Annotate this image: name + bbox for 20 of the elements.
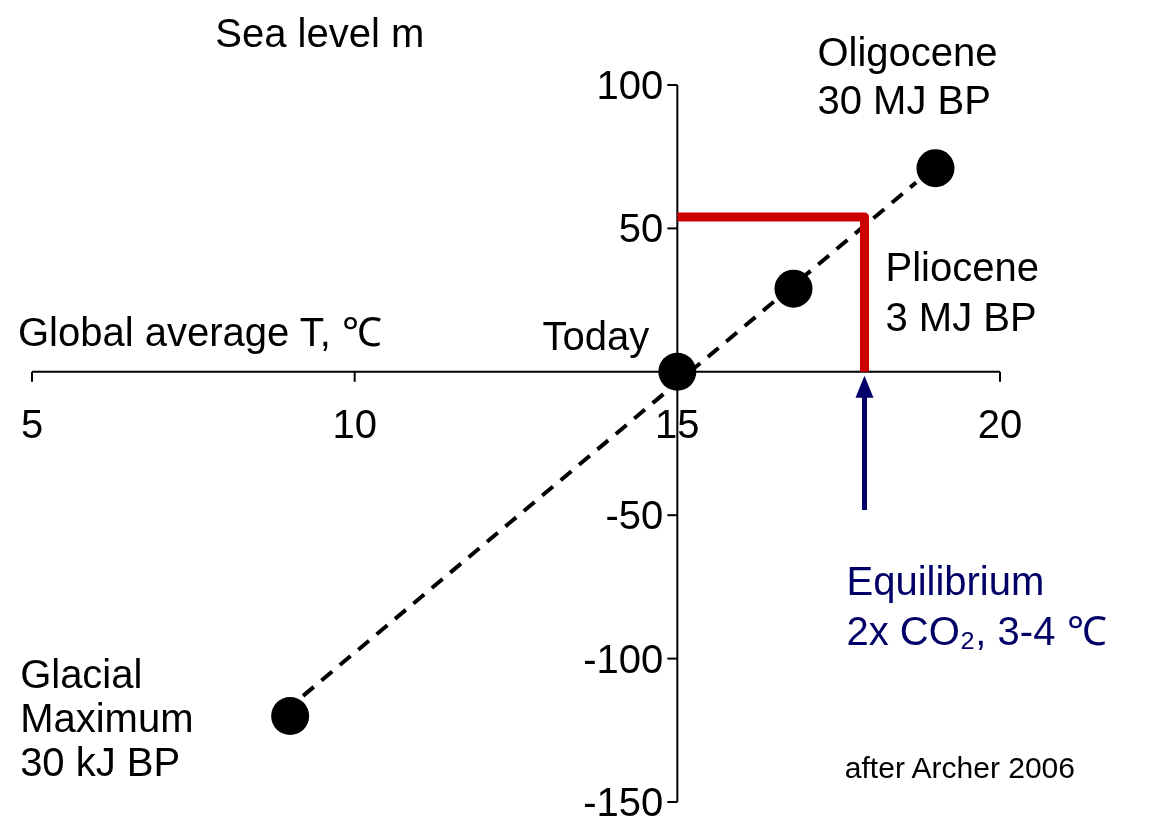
point	[658, 352, 697, 391]
annotation: after Archer 2006	[844, 751, 1075, 784]
annotation: Glacial Maximum 30 kJ BP	[20, 651, 194, 784]
annotation: Pliocene 3 MJ BP	[885, 244, 1039, 339]
x-tick-label: 10	[332, 401, 377, 446]
annotation: Equilibrium 2x CO₂, 3-4 ℃	[846, 559, 1107, 653]
y-axis-title: Sea level m	[215, 11, 425, 55]
y-tick-label: -50	[605, 493, 664, 538]
x-axis-title: Global average T, ℃	[18, 309, 382, 354]
point	[774, 269, 813, 308]
y-tick-label: -150	[583, 780, 664, 821]
annotation: Oligocene 30 MJ BP	[817, 30, 998, 123]
annotation: Today	[542, 313, 650, 358]
point	[271, 696, 310, 735]
x-tick-label: 20	[977, 401, 1023, 446]
y-tick-label: 100	[596, 63, 664, 107]
point	[916, 149, 955, 188]
y-tick-label: -100	[583, 636, 664, 681]
y-tick-label: 50	[618, 206, 664, 251]
x-tick-label: 5	[20, 401, 44, 446]
